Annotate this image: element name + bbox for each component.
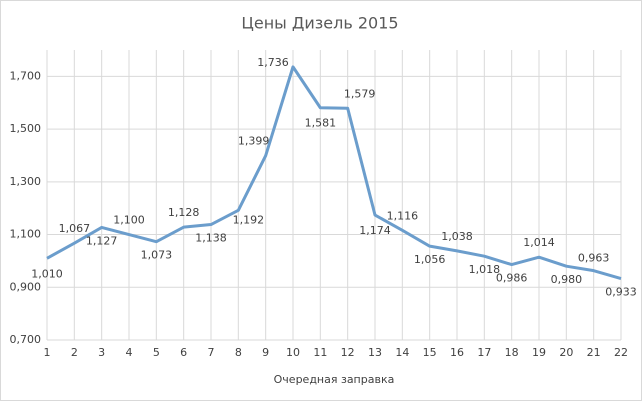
x-tick-label: 22 bbox=[614, 346, 628, 359]
x-tick-label: 18 bbox=[505, 346, 519, 359]
data-label: 1,018 bbox=[469, 263, 501, 276]
series-line bbox=[46, 65, 622, 281]
data-label: 1,127 bbox=[86, 234, 118, 247]
data-label: 0,963 bbox=[578, 252, 610, 265]
y-tick-label: 1,700 bbox=[10, 69, 42, 82]
data-label: 1,100 bbox=[113, 214, 145, 227]
x-tick-label: 9 bbox=[262, 346, 269, 359]
data-label: 1,192 bbox=[233, 213, 265, 226]
data-label: 0,980 bbox=[551, 273, 583, 286]
data-label: 1,174 bbox=[359, 224, 391, 237]
chart-title: Цены Дизель 2015 bbox=[241, 14, 398, 33]
x-tick-label: 7 bbox=[208, 346, 215, 359]
x-tick-label: 19 bbox=[532, 346, 546, 359]
x-tick-label: 5 bbox=[153, 346, 160, 359]
x-tick-label: 3 bbox=[98, 346, 105, 359]
data-label: 1,399 bbox=[238, 135, 270, 148]
data-label: 1,128 bbox=[168, 206, 200, 219]
y-tick-label: 0,700 bbox=[10, 333, 42, 346]
x-tick-label: 13 bbox=[368, 346, 382, 359]
y-tick-label: 0,900 bbox=[10, 280, 42, 293]
x-tick-label: 21 bbox=[587, 346, 601, 359]
y-tick-label: 1,300 bbox=[10, 175, 42, 188]
x-tick-label: 8 bbox=[235, 346, 242, 359]
x-axis-label: Очередная заправка bbox=[274, 373, 395, 386]
x-tick-label: 12 bbox=[341, 346, 355, 359]
x-tick-label: 15 bbox=[423, 346, 437, 359]
data-label: 1,138 bbox=[195, 232, 227, 245]
data-label: 1,014 bbox=[523, 236, 555, 249]
data-label: 1,736 bbox=[257, 56, 289, 69]
x-tick-label: 16 bbox=[450, 346, 464, 359]
data-label: 1,010 bbox=[31, 267, 63, 280]
x-tick-label: 14 bbox=[395, 346, 409, 359]
data-label: 1,073 bbox=[141, 249, 173, 262]
data-label: 1,581 bbox=[305, 117, 337, 130]
x-tick-label: 1 bbox=[44, 346, 51, 359]
y-tick-label: 1,500 bbox=[10, 122, 42, 135]
data-label: 1,116 bbox=[387, 209, 419, 222]
data-label: 1,056 bbox=[414, 253, 446, 266]
x-tick-label: 10 bbox=[286, 346, 300, 359]
x-tick-label: 17 bbox=[477, 346, 491, 359]
x-tick-label: 11 bbox=[313, 346, 327, 359]
x-tick-label: 20 bbox=[559, 346, 573, 359]
data-label: 0,933 bbox=[605, 286, 637, 299]
data-label: 1,067 bbox=[59, 222, 91, 235]
data-label: 0,986 bbox=[496, 272, 528, 285]
x-tick-label: 6 bbox=[180, 346, 187, 359]
x-tick-label: 2 bbox=[71, 346, 78, 359]
data-label: 1,579 bbox=[344, 87, 376, 100]
data-label: 1,038 bbox=[441, 230, 473, 243]
y-tick-label: 1,100 bbox=[10, 228, 42, 241]
x-tick-label: 4 bbox=[126, 346, 133, 359]
